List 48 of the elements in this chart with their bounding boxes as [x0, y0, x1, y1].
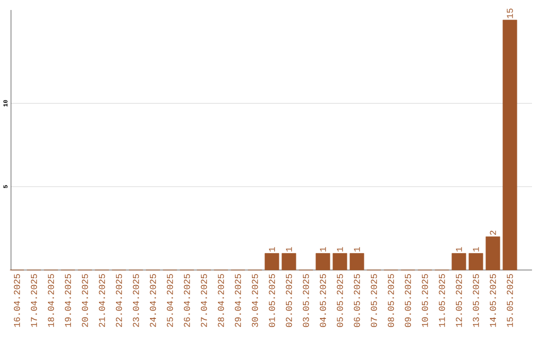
- data-label: 1: [286, 247, 292, 252]
- x-tick-label: 23.04.2025: [132, 274, 139, 327]
- x-tick-label: 10.05.2025: [422, 274, 428, 327]
- x-tick-label: 19.04.2025: [64, 274, 72, 327]
- bar: [264, 253, 280, 270]
- data-label: 1: [320, 247, 326, 252]
- x-tick-label: 29.04.2025: [234, 274, 241, 327]
- bar: [316, 253, 330, 270]
- data-label: 2: [490, 230, 496, 235]
- bar: [350, 253, 364, 270]
- x-tick-label: 15.05.2025: [506, 274, 513, 327]
- x-tick-label: 21.04.2025: [98, 274, 106, 327]
- data-label: 1: [336, 247, 343, 252]
- x-tick-label: 06.05.2025: [354, 274, 360, 327]
- bar: [282, 253, 296, 270]
- x-tick-label: 04.05.2025: [320, 274, 326, 327]
- x-tick-label: 20.04.2025: [82, 274, 88, 327]
- x-tick-label: 11.05.2025: [438, 274, 445, 327]
- bar: [452, 253, 466, 270]
- x-tick-label: 26.04.2025: [184, 274, 190, 327]
- x-tick-label: 09.05.2025: [404, 274, 411, 327]
- data-label: 1: [456, 247, 462, 252]
- x-tick-label: 25.04.2025: [166, 274, 173, 327]
- x-tick-label: 12.05.2025: [456, 274, 462, 327]
- x-tick-label: 05.05.2025: [336, 274, 343, 327]
- x-tick-label: 16.04.2025: [14, 274, 20, 327]
- data-label: 1: [472, 247, 479, 252]
- data-label: 1: [354, 247, 360, 252]
- x-tick-label: 03.05.2025: [302, 274, 309, 327]
- x-tick-label: 18.04.2025: [48, 274, 54, 327]
- x-tick-label: 08.05.2025: [388, 274, 394, 327]
- x-tick-label: 01.05.2025: [268, 274, 275, 327]
- x-tick-label: 02.05.2025: [286, 274, 292, 327]
- bar: [486, 236, 500, 270]
- x-tick-label: 30.04.2025: [252, 274, 258, 327]
- x-tick-label: 17.04.2025: [30, 274, 38, 327]
- x-tick-label: 24.04.2025: [150, 274, 156, 327]
- bar: [332, 253, 348, 270]
- x-tick-label: 22.04.2025: [116, 274, 122, 327]
- x-tick-label: 13.05.2025: [472, 274, 479, 327]
- bar: [468, 253, 484, 270]
- bar: [502, 20, 518, 270]
- x-tick-label: 14.05.2025: [490, 274, 496, 327]
- x-tick-label: 07.05.2025: [370, 274, 377, 327]
- x-tick-label: 27.04.2025: [200, 274, 207, 327]
- data-label: 1: [268, 247, 275, 252]
- data-label: 15: [506, 8, 513, 18]
- x-tick-label: 28.04.2025: [218, 274, 224, 327]
